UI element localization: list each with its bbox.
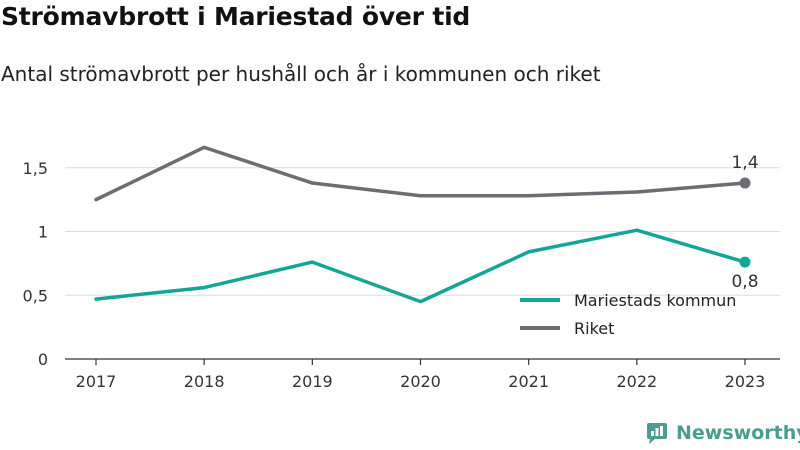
y-tick-label: 1,5 <box>23 159 48 178</box>
brand-name: Newsworthy <box>676 422 800 444</box>
y-tick-label: 1 <box>38 223 48 242</box>
legend-label: Riket <box>574 319 614 338</box>
legend-label: Mariestads kommun <box>574 291 736 310</box>
data-labels: 0,8 1,4 <box>731 153 758 292</box>
gridlines <box>65 167 780 360</box>
x-tick-label: 2017 <box>76 372 117 391</box>
series-line <box>94 228 747 304</box>
chart-subtitle: Antal strömavbrott per hushåll och år i … <box>1 62 601 86</box>
newsworthy-logo: Newsworthy <box>645 420 800 446</box>
series-lines <box>94 145 751 304</box>
x-tick-label: 2019 <box>292 372 333 391</box>
series-end-point <box>739 256 751 268</box>
data-label: 0,8 <box>731 272 758 292</box>
x-tick-label: 2023 <box>725 372 766 391</box>
series-line <box>94 145 747 202</box>
x-tick-label: 2020 <box>400 372 441 391</box>
data-label: 1,4 <box>731 153 758 173</box>
axes: 0 0,5 1 1,5 2017 2018 2019 2020 2021 2022 2023 <box>23 159 766 391</box>
chart-title: Strömavbrott i Mariestad över tid <box>1 2 471 31</box>
x-tick-label: 2018 <box>184 372 225 391</box>
series-end-point <box>739 177 751 189</box>
x-tick-label: 2022 <box>616 372 657 391</box>
legend: Mariestads kommun Riket <box>520 291 736 338</box>
newsworthy-logo-icon <box>647 423 667 444</box>
y-tick-label: 0,5 <box>23 286 48 305</box>
x-tick-label: 2021 <box>508 372 549 391</box>
y-tick-label: 0 <box>38 350 48 369</box>
